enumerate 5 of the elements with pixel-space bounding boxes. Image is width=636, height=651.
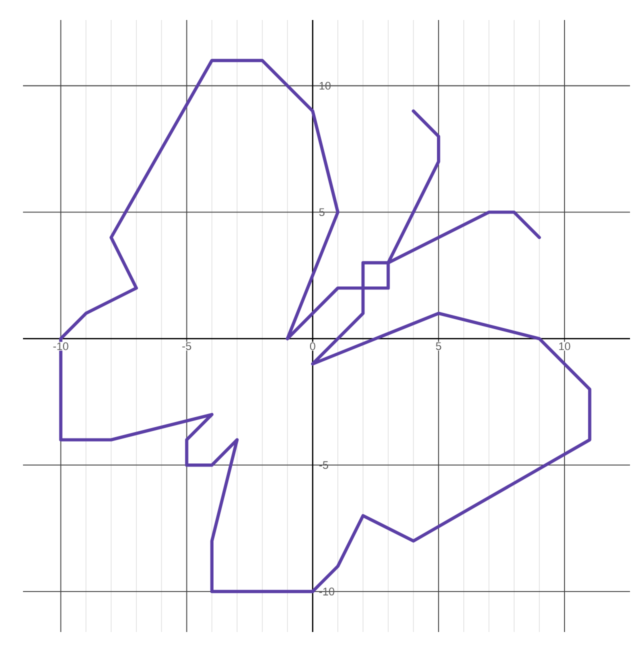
x-tick-label: -10 bbox=[53, 342, 68, 350]
x-tick-label: 0 bbox=[310, 342, 316, 350]
x-tick-label: -5 bbox=[182, 342, 192, 350]
x-tick-label: 10 bbox=[559, 342, 570, 350]
x-tick-label: 5 bbox=[436, 342, 442, 350]
